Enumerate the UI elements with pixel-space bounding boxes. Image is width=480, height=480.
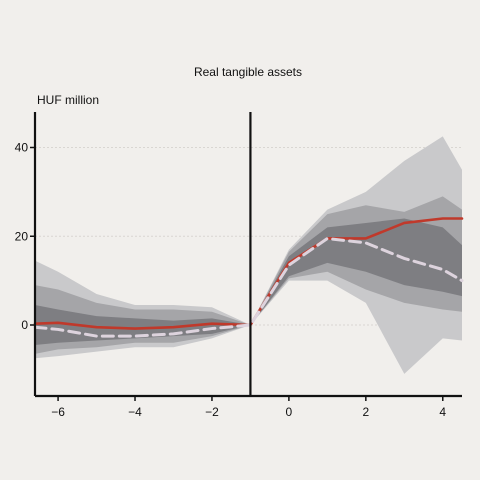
series-dashed-line: [33, 236, 464, 338]
x-tick-label-5: 4: [439, 405, 446, 419]
x-tick-label-0: −6: [51, 405, 65, 419]
bands-layer: [35, 136, 462, 374]
axes-layer: [33, 112, 462, 398]
chart-title: Real tangible assets: [194, 65, 302, 79]
x-tick-label-1: −4: [128, 405, 142, 419]
y-tick-label-1: 20: [15, 229, 29, 243]
y-axis-label: HUF million: [37, 93, 99, 107]
x-tick-label-4: 2: [362, 405, 369, 419]
x-tick-label-2: −2: [205, 405, 219, 419]
band-inner: [35, 218, 462, 345]
x-tick-label-3: 0: [286, 405, 293, 419]
y-tick-label-2: 40: [15, 141, 29, 155]
y-tick-label-0: 0: [21, 318, 28, 332]
